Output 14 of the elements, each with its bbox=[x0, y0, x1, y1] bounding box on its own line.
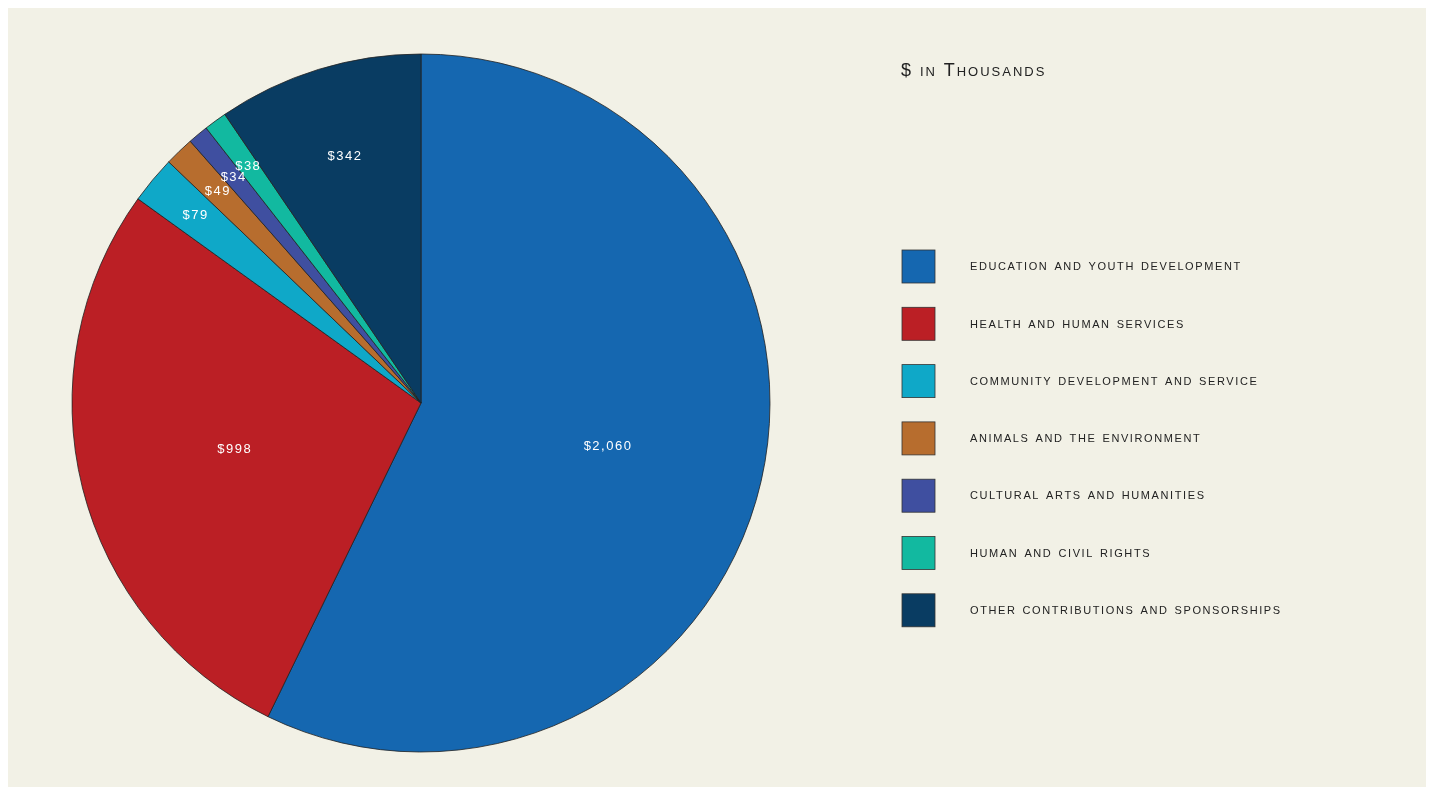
legend-label: education and youth development bbox=[970, 256, 1242, 274]
data-label: $38 bbox=[235, 157, 262, 173]
data-label: $2,060 bbox=[583, 437, 633, 453]
chart-title: $ in Thousands bbox=[901, 60, 1047, 80]
legend-label: human and civil rights bbox=[970, 542, 1152, 560]
data-label: $49 bbox=[204, 183, 232, 199]
data-label: $342 bbox=[327, 147, 363, 163]
data-label: $998 bbox=[217, 441, 253, 457]
data-label: $79 bbox=[182, 206, 209, 222]
legend-label: health and human services bbox=[970, 313, 1185, 331]
legend-label: community development and service bbox=[970, 370, 1259, 388]
legend-label: other contributions and sponsorships bbox=[970, 600, 1282, 618]
legend-label: cultural arts and humanities bbox=[970, 485, 1206, 503]
legend-label: animals and the environment bbox=[970, 428, 1202, 446]
